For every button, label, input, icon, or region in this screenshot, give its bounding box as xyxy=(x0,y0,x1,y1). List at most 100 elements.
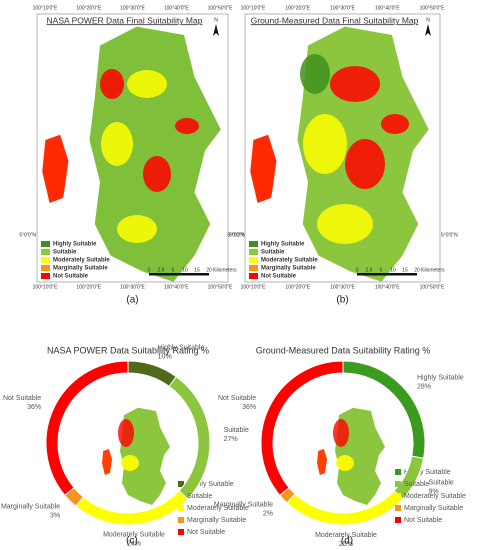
legend-swatch xyxy=(249,257,258,263)
lat-label: 5°0'0"N xyxy=(227,232,244,238)
zone xyxy=(345,139,385,189)
callout-name: Suitable xyxy=(224,427,249,434)
panel-label: (b) xyxy=(336,295,348,306)
callout-value: 9% xyxy=(429,488,439,495)
scale-label: 10 xyxy=(390,267,396,273)
legend-swatch xyxy=(249,273,258,279)
lon-label: 100°10'0"E xyxy=(241,284,266,290)
scale-label: 0 xyxy=(356,267,359,273)
legend-label: Highly Suitable xyxy=(53,242,97,248)
map-thumbnail xyxy=(317,449,327,475)
donut-slice xyxy=(45,360,129,496)
zone xyxy=(303,114,347,174)
callout-value: 28% xyxy=(417,384,431,391)
lon-label: 100°20'0"E xyxy=(285,284,310,290)
zone xyxy=(317,204,373,244)
legend-swatch xyxy=(41,249,50,255)
zone xyxy=(300,54,330,94)
zone xyxy=(101,122,133,166)
callout-name: Not Suitable xyxy=(218,395,256,402)
lat-label: 5°0'0"N xyxy=(19,232,36,238)
scale-label: 20 xyxy=(206,267,212,273)
lon-label: 100°10'0"E xyxy=(241,5,266,11)
map-thumbnail xyxy=(102,449,112,475)
scale-label: 0 xyxy=(148,267,151,273)
legend-swatch xyxy=(395,493,401,499)
legend-label: Moderately Suitable xyxy=(187,505,249,512)
callout-name: Not Suitable xyxy=(3,395,41,402)
legend-swatch xyxy=(41,265,50,271)
callout-name: Suitable xyxy=(429,479,454,486)
legend-swatch xyxy=(178,529,184,535)
legend-label: Marginally Suitable xyxy=(261,266,316,272)
legend-swatch xyxy=(395,469,401,475)
callout-name: Moderately Suitable xyxy=(103,532,165,539)
legend-label: Highly Suitable xyxy=(261,242,305,248)
callout-value: 2% xyxy=(263,511,273,518)
callout-value: 36% xyxy=(27,404,41,411)
lon-label: 100°30'0"E xyxy=(120,284,145,290)
map-thumbnail-zone xyxy=(336,455,354,471)
scale-unit: Kilometers xyxy=(213,267,237,273)
land xyxy=(250,134,277,203)
legend-label: Not Suitable xyxy=(187,529,225,536)
legend-swatch xyxy=(249,265,258,271)
map-title: NASA POWER Data Final Suitability Map xyxy=(47,15,203,25)
scale-label: 15 xyxy=(194,267,200,273)
lon-label: 100°30'0"E xyxy=(120,5,145,11)
legend-label: Moderately Suitable xyxy=(53,258,110,264)
lon-label: 100°40'0"E xyxy=(164,284,189,290)
lon-label: 100°20'0"E xyxy=(76,5,101,11)
callout-value: 10% xyxy=(158,354,172,361)
lon-label: 100°40'0"E xyxy=(375,284,400,290)
scale-label: 15 xyxy=(402,267,408,273)
legend-label: Suitable xyxy=(261,250,285,256)
legend-label: Suitable xyxy=(53,250,77,256)
scale-label: 20 xyxy=(414,267,420,273)
legend-label: Marginally Suitable xyxy=(53,266,108,272)
scale-unit: Kilometers xyxy=(421,267,445,273)
lat-label: 5°0'0"N xyxy=(441,232,458,238)
lon-label: 100°30'0"E xyxy=(330,5,355,11)
legend-label: Moderately Suitable xyxy=(404,493,466,500)
chart-title: Ground-Measured Data Suitability Rating … xyxy=(256,345,431,355)
legend-label: Marginally Suitable xyxy=(404,505,463,512)
legend-swatch xyxy=(178,517,184,523)
legend-label: Not Suitable xyxy=(261,274,297,280)
legend-swatch xyxy=(395,481,401,487)
panel-label: (a) xyxy=(126,295,138,306)
land xyxy=(42,134,69,203)
zone xyxy=(100,69,124,99)
zone xyxy=(381,114,409,134)
zone xyxy=(143,156,171,192)
chart-title: NASA POWER Data Suitability Rating % xyxy=(47,345,209,355)
legend-swatch xyxy=(249,241,258,247)
donut-slice xyxy=(127,360,177,388)
legend-swatch xyxy=(249,249,258,255)
panel-label: (d) xyxy=(341,536,353,547)
legend-swatch xyxy=(178,481,184,487)
callout-name: Highly Suitable xyxy=(158,345,205,352)
map xyxy=(250,26,429,282)
scale-bar xyxy=(357,273,417,276)
legend-swatch xyxy=(41,257,50,263)
map-title: Ground-Measured Data Final Suitability M… xyxy=(251,15,419,25)
callout-value: 27% xyxy=(224,436,238,443)
panel-label: (c) xyxy=(126,536,138,547)
scale-label: 2.5 xyxy=(158,267,165,273)
lon-label: 100°40'0"E xyxy=(164,5,189,11)
scale-label: 5 xyxy=(172,267,175,273)
map-thumbnail-zone xyxy=(118,419,134,447)
legend-label: Highly Suitable xyxy=(404,469,451,476)
scale-label: 5 xyxy=(380,267,383,273)
callout-name: Highly Suitable xyxy=(417,375,464,382)
legend-swatch xyxy=(41,273,50,279)
callout-value: 3% xyxy=(50,513,60,520)
legend-swatch xyxy=(395,505,401,511)
legend-swatch xyxy=(395,517,401,523)
legend-label: Highly Suitable xyxy=(187,481,234,488)
legend-swatch xyxy=(178,505,184,511)
map-thumbnail-zone xyxy=(121,455,139,471)
legend-label: Marginally Suitable xyxy=(187,517,246,524)
